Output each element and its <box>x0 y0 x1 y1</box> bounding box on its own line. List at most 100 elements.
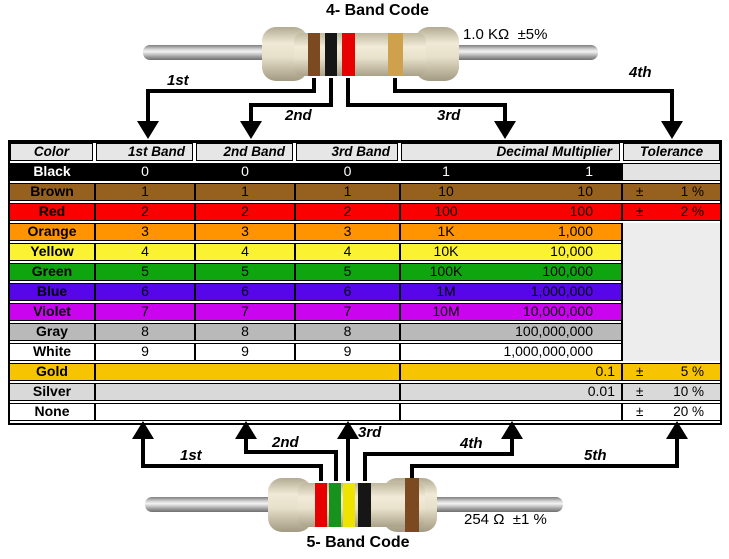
color-name-cell: Black <box>10 163 96 181</box>
arrow-up-icon <box>337 421 359 439</box>
band1-cell: 6 <box>96 283 196 301</box>
band1-cell: 1 <box>96 183 196 201</box>
band3-cell: 5 <box>296 263 401 281</box>
multiplier-cell: 10 10 <box>401 183 623 201</box>
table-row-gold: Gold 0.1 ±5 % <box>10 363 720 381</box>
five-band-value-label: 254 Ω ±1 % <box>464 511 547 528</box>
band3-cell: 8 <box>296 323 401 341</box>
band-green <box>329 483 341 527</box>
header-1st-band: 1st Band <box>96 143 193 161</box>
color-name-cell: Gray <box>10 323 96 341</box>
arrow-down-icon <box>494 121 516 139</box>
header-decimal-multiplier: Decimal Multiplier <box>401 143 620 161</box>
color-name-cell: Blue <box>10 283 96 301</box>
multiplier-cell: 1,000,000,000 <box>401 343 623 361</box>
band1-cell: 0 <box>96 163 196 181</box>
five-band-label-4th: 4th <box>460 435 483 452</box>
tolerance-cell <box>623 283 720 301</box>
color-name-cell: Yellow <box>10 243 96 261</box>
color-name-cell: Silver <box>10 383 96 401</box>
tolerance-cell <box>623 223 720 241</box>
header-color: Color <box>10 143 93 161</box>
band-black <box>358 483 371 527</box>
merged-band-cell <box>96 403 401 421</box>
table-row-yellow: Yellow 4 4 4 10K 10,000 <box>10 243 720 261</box>
band3-cell: 1 <box>296 183 401 201</box>
tolerance-cell: ±2 % <box>623 203 720 221</box>
color-name-cell: Gold <box>10 363 96 381</box>
tolerance-cell: ±20 % <box>623 403 720 421</box>
arrow-up-icon <box>235 421 257 439</box>
band1-cell: 7 <box>96 303 196 321</box>
four-band-value-label: 1.0 KΩ ±5% <box>463 26 548 43</box>
five-band-title: 5- Band Code <box>306 534 410 551</box>
header-tolerance: Tolerance <box>623 143 720 161</box>
band2-cell: 4 <box>196 243 296 261</box>
four-band-resistor <box>260 25 460 83</box>
color-name-cell: Orange <box>10 223 96 241</box>
header-2nd-band: 2nd Band <box>196 143 293 161</box>
band3-cell: 9 <box>296 343 401 361</box>
table-row-none: None ±20 % <box>10 403 720 421</box>
tolerance-cell <box>623 303 720 321</box>
arrow-down-icon <box>137 121 159 139</box>
four-band-label-3rd: 3rd <box>437 107 461 124</box>
four-band-label-1st: 1st <box>167 72 189 89</box>
multiplier-cell: 0.01 <box>401 383 623 401</box>
band1-cell: 4 <box>96 243 196 261</box>
band3-cell: 0 <box>296 163 401 181</box>
band1-cell: 2 <box>96 203 196 221</box>
multiplier-cell: 100K 100,000 <box>401 263 623 281</box>
table-row-orange: Orange 3 3 3 1K 1,000 <box>10 223 720 241</box>
tolerance-cell <box>623 343 720 361</box>
tolerance-cell <box>623 243 720 261</box>
multiplier-cell: 100,000,000 <box>401 323 623 341</box>
band3-cell: 6 <box>296 283 401 301</box>
multiplier-cell: 10K 10,000 <box>401 243 623 261</box>
band3-cell: 4 <box>296 243 401 261</box>
table-row-gray: Gray 8 8 8 100,000,000 <box>10 323 720 341</box>
four-band-title: 4- Band Code <box>325 2 430 19</box>
band2-cell: 1 <box>196 183 296 201</box>
table-row-blue: Blue 6 6 6 1M 1,000,000 <box>10 283 720 301</box>
color-name-cell: Green <box>10 263 96 281</box>
band-yellow <box>343 483 355 527</box>
band1-cell: 5 <box>96 263 196 281</box>
band2-cell: 8 <box>196 323 296 341</box>
color-name-cell: Brown <box>10 183 96 201</box>
multiplier-cell: 1M 1,000,000 <box>401 283 623 301</box>
five-band-resistor <box>266 476 441 534</box>
multiplier-cell: 10M 10,000,000 <box>401 303 623 321</box>
arrow-up-icon <box>666 421 688 439</box>
table-row-green: Green 5 5 5 100K 100,000 <box>10 263 720 281</box>
color-name-cell: Violet <box>10 303 96 321</box>
color-name-cell: White <box>10 343 96 361</box>
color-code-table: Color 1st Band 2nd Band 3rd Band Decimal… <box>8 140 722 425</box>
band-brown <box>308 33 320 76</box>
band2-cell: 5 <box>196 263 296 281</box>
band1-cell: 9 <box>96 343 196 361</box>
band-gold <box>388 33 403 76</box>
four-band-label-2nd: 2nd <box>285 107 312 124</box>
table-row-red: Red 2 2 2 100 100 ±2 % <box>10 203 720 221</box>
band-red <box>342 33 355 76</box>
band-brown <box>405 478 419 532</box>
band2-cell: 2 <box>196 203 296 221</box>
table-header-row: Color 1st Band 2nd Band 3rd Band Decimal… <box>10 143 720 161</box>
band2-cell: 0 <box>196 163 296 181</box>
band-black <box>325 33 337 76</box>
band1-cell: 3 <box>96 223 196 241</box>
color-name-cell: Red <box>10 203 96 221</box>
five-band-label-3rd: 3rd <box>358 424 382 441</box>
merged-band-cell <box>96 363 401 381</box>
tolerance-cell: ±1 % <box>623 183 720 201</box>
color-name-cell: None <box>10 403 96 421</box>
tolerance-cell: ±5 % <box>623 363 720 381</box>
merged-band-cell <box>96 383 401 401</box>
multiplier-cell: 1K 1,000 <box>401 223 623 241</box>
table-row-silver: Silver 0.01 ±10 % <box>10 383 720 401</box>
band3-cell: 2 <box>296 203 401 221</box>
